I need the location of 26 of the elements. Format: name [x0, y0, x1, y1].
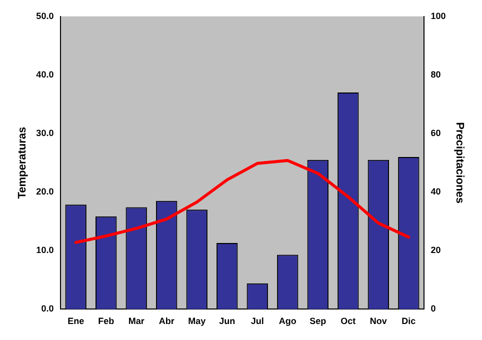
- x-tick-label: Dic: [402, 316, 416, 326]
- y2-tick-label: 40: [430, 186, 441, 197]
- y2-tick-label: 0: [430, 304, 436, 314]
- y-axis-title: Temperaturas: [16, 126, 29, 199]
- y-tick-label: 0.0: [41, 304, 54, 314]
- y-tick-label: 30.0: [36, 128, 54, 138]
- x-tick-label: Sep: [310, 316, 327, 326]
- y2-tick-label: 20: [430, 245, 441, 256]
- y2-tick-label: 80: [430, 69, 441, 80]
- y-tick-label: 20.0: [36, 186, 54, 197]
- y-tick-label: 50.0: [36, 10, 54, 21]
- x-tick-label: Oct: [340, 316, 356, 326]
- x-tick-label: Feb: [98, 316, 115, 326]
- x-tick-label: Ene: [68, 316, 84, 326]
- y2-tick-label: 60: [430, 128, 441, 138]
- x-tick-label: Nov: [370, 316, 387, 326]
- x-tick-label: Mar: [128, 316, 145, 326]
- y2-axis-title: Precipitaciones: [453, 122, 466, 204]
- y-tick-label: 40.0: [36, 69, 54, 80]
- x-tick-label: May: [188, 316, 206, 326]
- x-tick-label: Jul: [250, 316, 264, 326]
- y2-tick-label: 100: [430, 10, 446, 21]
- x-tick-label: Abr: [158, 316, 175, 326]
- y-tick-label: 10.0: [36, 245, 54, 256]
- x-tick-label: Jun: [219, 316, 236, 326]
- x-tick-label: Ago: [278, 316, 297, 326]
